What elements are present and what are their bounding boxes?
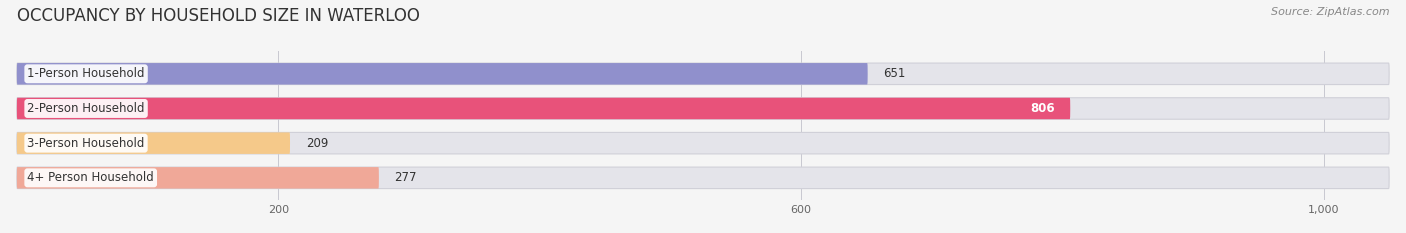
Text: OCCUPANCY BY HOUSEHOLD SIZE IN WATERLOO: OCCUPANCY BY HOUSEHOLD SIZE IN WATERLOO: [17, 7, 420, 25]
FancyBboxPatch shape: [17, 167, 1389, 188]
FancyBboxPatch shape: [17, 63, 868, 85]
Text: 3-Person Household: 3-Person Household: [27, 137, 145, 150]
Text: Source: ZipAtlas.com: Source: ZipAtlas.com: [1271, 7, 1389, 17]
Text: 277: 277: [395, 171, 418, 184]
Text: 209: 209: [305, 137, 328, 150]
Text: 1-Person Household: 1-Person Household: [27, 67, 145, 80]
FancyBboxPatch shape: [17, 98, 1389, 119]
FancyBboxPatch shape: [17, 98, 1070, 119]
Text: 651: 651: [883, 67, 905, 80]
FancyBboxPatch shape: [17, 63, 1389, 85]
FancyBboxPatch shape: [17, 132, 1389, 154]
Text: 806: 806: [1031, 102, 1054, 115]
FancyBboxPatch shape: [17, 132, 290, 154]
Text: 4+ Person Household: 4+ Person Household: [27, 171, 155, 184]
Text: 2-Person Household: 2-Person Household: [27, 102, 145, 115]
FancyBboxPatch shape: [17, 167, 378, 188]
